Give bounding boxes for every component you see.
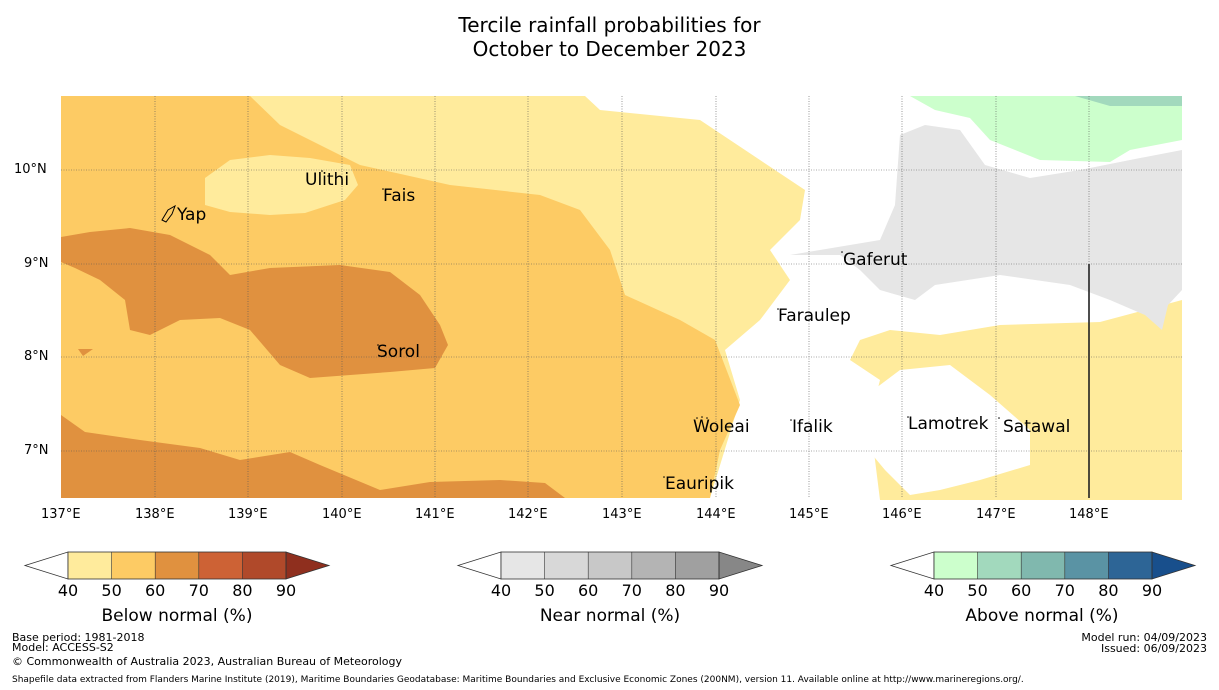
colorbar-above bbox=[889, 551, 1197, 580]
place-label-faraulep: Faraulep bbox=[778, 306, 851, 326]
above-normal-50-region bbox=[910, 96, 1182, 162]
footer-issued: Issued: 06/09/2023 bbox=[1100, 642, 1207, 655]
colorbar-near bbox=[456, 551, 764, 580]
lon-label: 148°E bbox=[1069, 507, 1109, 522]
map-title-line1: Tercile rainfall probabilities for bbox=[458, 13, 761, 37]
yap-island-shape bbox=[161, 204, 176, 223]
colorbar-tick: 50 bbox=[534, 581, 555, 600]
above-normal-60-region bbox=[1075, 96, 1182, 106]
colorbar-tick: 80 bbox=[232, 581, 253, 600]
place-label-fais: Fais bbox=[383, 186, 416, 206]
below-normal-60-speck bbox=[78, 349, 93, 356]
lon-label: 137°E bbox=[41, 507, 81, 522]
place-label-satawal: Satawal bbox=[1003, 417, 1071, 437]
colorbar-tick: 40 bbox=[923, 581, 945, 600]
colorbar-tick: 60 bbox=[1011, 581, 1032, 600]
colorbar-tick: 50 bbox=[101, 581, 122, 600]
colorbar-tick: 70 bbox=[1054, 581, 1075, 600]
colorbar-above-label: Above normal (%) bbox=[965, 606, 1119, 626]
colorbar-tick: 60 bbox=[578, 581, 599, 600]
map-title-line2: October to December 2023 bbox=[472, 37, 747, 61]
near-normal-50-region bbox=[790, 125, 1182, 330]
footer-shapefile-credit: Shapefile data extracted from Flanders M… bbox=[12, 675, 1024, 685]
place-label-ulithi: Ulithi bbox=[305, 170, 350, 190]
colorbar-near-label: Near normal (%) bbox=[539, 606, 681, 626]
lat-label: 10°N bbox=[14, 162, 47, 177]
place-label-yap: Yap bbox=[177, 205, 207, 225]
lon-label: 147°E bbox=[976, 507, 1016, 522]
lon-label: 146°E bbox=[882, 507, 922, 522]
colorbar-tick: 70 bbox=[188, 581, 209, 600]
below-40-patch-ulithi bbox=[205, 155, 358, 215]
colorbar-below bbox=[23, 551, 331, 580]
colorbar-tick: 70 bbox=[621, 581, 642, 600]
place-label-woleai: Woleai bbox=[693, 417, 750, 437]
footer-model: Model: ACCESS-S2 bbox=[12, 641, 114, 654]
lon-label: 144°E bbox=[696, 507, 736, 522]
footer-model-run: Model run: 04/09/2023 bbox=[1081, 631, 1207, 644]
place-label-lamotrek: Lamotrek bbox=[908, 414, 989, 434]
footer-copyright: © Commonwealth of Australia 2023, Austra… bbox=[12, 655, 402, 668]
place-label-ifalik: Ifalik bbox=[792, 417, 833, 437]
lon-label: 139°E bbox=[228, 507, 268, 522]
lat-label: 8°N bbox=[24, 349, 49, 364]
colorbar-tick: 90 bbox=[1141, 581, 1163, 600]
no-dominant-region-lamotrek bbox=[845, 365, 1030, 495]
lon-label: 145°E bbox=[789, 507, 829, 522]
lat-label: 7°N bbox=[24, 443, 49, 458]
colorbar-tick: 90 bbox=[708, 581, 730, 600]
footer-base-period: Base period: 1981-2018 bbox=[12, 631, 145, 644]
below-normal-60-region-west bbox=[61, 228, 448, 378]
colorbar-tick: 60 bbox=[145, 581, 166, 600]
place-label-eauripik: Eauripik bbox=[665, 474, 735, 494]
island-markers bbox=[321, 170, 1000, 478]
colorbar-below-label: Below normal (%) bbox=[101, 606, 253, 626]
lat-label: 9°N bbox=[24, 256, 49, 271]
lon-label: 138°E bbox=[135, 507, 175, 522]
colorbar-tick: 50 bbox=[967, 581, 988, 600]
colorbar-tick: 80 bbox=[1098, 581, 1119, 600]
below-normal-60-region-south bbox=[61, 415, 565, 498]
lon-label: 140°E bbox=[322, 507, 362, 522]
map-plot-area bbox=[61, 96, 1182, 500]
colorbar-tick: 80 bbox=[665, 581, 686, 600]
lon-label: 142°E bbox=[508, 507, 548, 522]
lon-label: 141°E bbox=[415, 507, 455, 522]
lon-label: 143°E bbox=[602, 507, 642, 522]
place-label-sorol: Sorol bbox=[377, 342, 420, 362]
colorbar-tick: 90 bbox=[275, 581, 297, 600]
colorbar-tick: 40 bbox=[57, 581, 79, 600]
place-label-gaferut: Gaferut bbox=[843, 250, 908, 270]
colorbar-tick: 40 bbox=[490, 581, 512, 600]
